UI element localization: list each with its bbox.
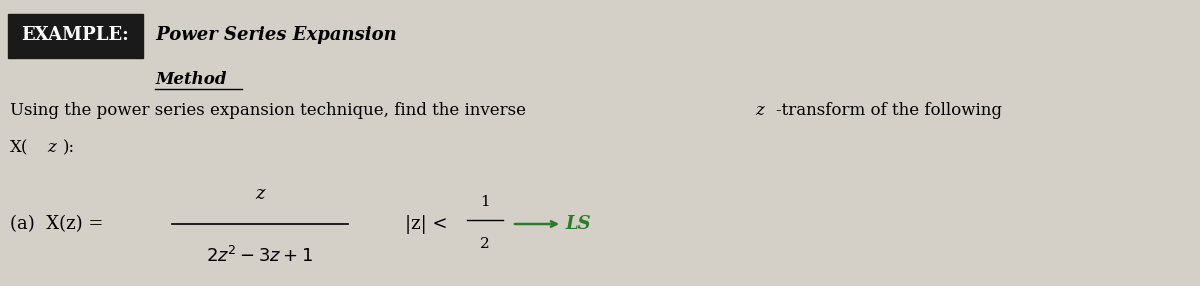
Text: EXAMPLE:: EXAMPLE: bbox=[22, 27, 130, 45]
Text: -transform of the following: -transform of the following bbox=[776, 102, 1002, 120]
Text: 1: 1 bbox=[480, 195, 490, 209]
Text: ):: ): bbox=[64, 140, 76, 156]
Text: $2z^2 - 3z + 1$: $2z^2 - 3z + 1$ bbox=[206, 246, 313, 266]
Text: Using the power series expansion technique, find the inverse: Using the power series expansion techniq… bbox=[10, 102, 532, 120]
Text: 2: 2 bbox=[480, 237, 490, 251]
Text: Method: Method bbox=[155, 71, 227, 88]
Text: X(: X( bbox=[10, 140, 29, 156]
Text: z: z bbox=[755, 102, 763, 120]
Text: z: z bbox=[47, 140, 55, 156]
Text: |z| <: |z| < bbox=[406, 214, 448, 233]
Text: (a)  X(z) =: (a) X(z) = bbox=[10, 215, 103, 233]
Text: z: z bbox=[256, 185, 265, 203]
FancyBboxPatch shape bbox=[8, 14, 143, 58]
Text: LS: LS bbox=[565, 215, 590, 233]
Text: Power Series Expansion: Power Series Expansion bbox=[150, 27, 397, 45]
